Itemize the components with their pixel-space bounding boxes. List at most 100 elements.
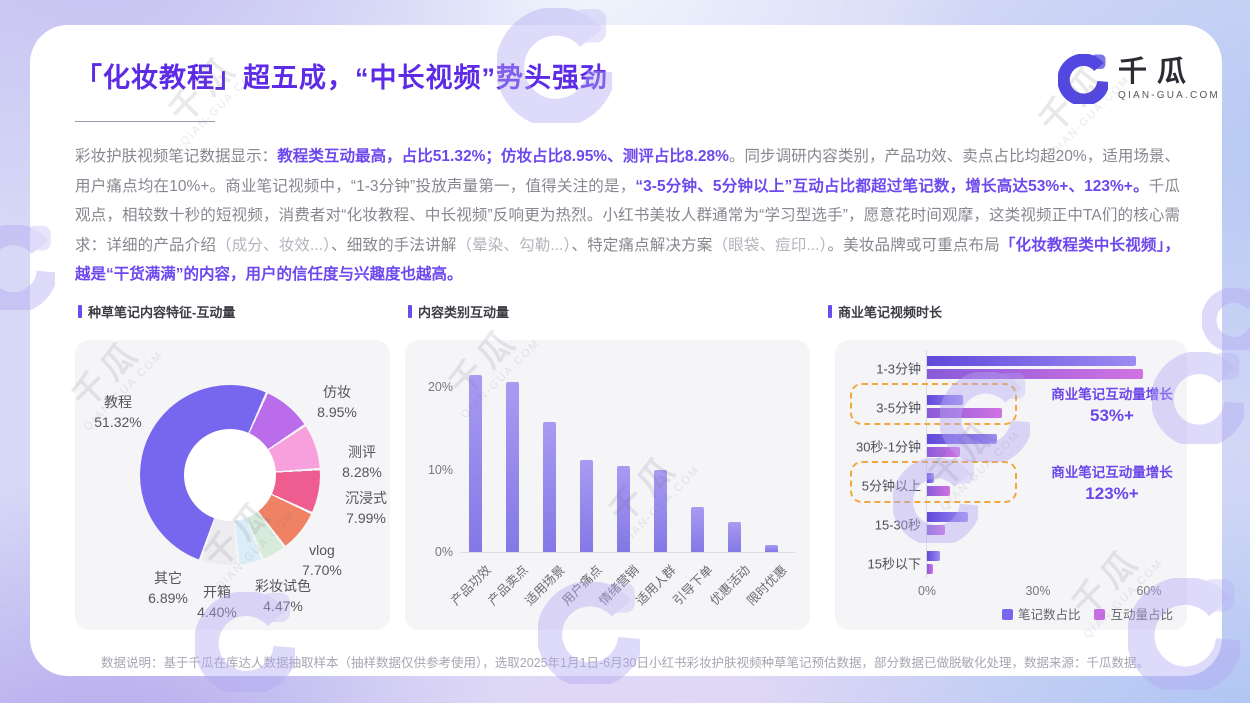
slice-name: 其它 — [153, 570, 182, 586]
engagement-share-bar — [927, 369, 1144, 379]
row-bars — [927, 434, 998, 457]
qiangua-logo-icon — [1058, 54, 1108, 104]
row-label: 30秒-1分钟 — [855, 439, 921, 454]
paragraph-segment: （成分、妆效...） — [216, 236, 332, 254]
paragraph-segment: 教程类互动最高，占比51.32%；仿妆占比8.95%、测评占比8.28% — [277, 148, 729, 165]
engagement-share-bar — [927, 525, 945, 535]
row-label: 3-5分钟 — [876, 400, 921, 415]
chart-legend: 笔记数占比 互动量占比 — [1001, 604, 1173, 623]
bar — [505, 382, 519, 552]
donut-chart-card: 仿妆 8.95% 测评 8.28% 沉浸式 7.99% vlog 7.70% 彩妆试色 4.47%… — [75, 340, 390, 630]
bar — [616, 466, 630, 552]
section-label: 商业笔记视频时长 — [838, 305, 943, 320]
data-disclaimer: 数据说明：基于千瓜在库达人数据抽取样本（抽样数据仅供参考使用），选取2025年1… — [101, 656, 1149, 670]
section-header-duration: 商业笔记视频时长 — [828, 302, 942, 321]
paragraph-segment: 。美妆品牌或可重点布局 — [827, 236, 1000, 254]
notes-share-bar — [927, 434, 998, 444]
paragraph-segment: 、细致的手法讲解 — [331, 236, 457, 254]
y-axis-tick: 10% — [427, 462, 453, 477]
notes-share-bar — [927, 356, 1137, 366]
engagement-share-bar — [927, 564, 933, 574]
slice-name: 彩妆试色 — [255, 578, 311, 594]
duration-row: 1-3分钟 — [835, 348, 1187, 387]
duration-row: 15-30秒 — [835, 504, 1187, 543]
section-header-donut: 种草笔记内容特征-互动量 — [78, 302, 235, 321]
donut-slice-label: 开箱 4.40% — [197, 582, 237, 622]
donut-slice-label: 仿妆 8.95% — [317, 382, 357, 422]
x-axis-tick: 30% — [1025, 584, 1051, 598]
legend-label: 笔记数占比 — [1017, 608, 1081, 622]
bar — [468, 374, 482, 552]
row-bars — [927, 356, 1144, 379]
paragraph-segment: 千瓜观点，相较数十秒的短视频，消费者对“化妆教程、中长视频”反响更为热烈。小红书… — [75, 177, 1180, 254]
donut-slice-label: vlog 7.70% — [302, 540, 342, 580]
donut-slice-label: 测评 8.28% — [342, 442, 382, 482]
row-label: 15-30秒 — [874, 517, 921, 532]
highlight-dashed-box — [850, 383, 1017, 425]
slice-value: 6.89% — [148, 590, 188, 606]
legend-item: 笔记数占比 — [1001, 604, 1081, 623]
duration-row: 30秒-1分钟 — [835, 426, 1187, 465]
row-label: 1-3分钟 — [876, 361, 921, 376]
paragraph-segment: 、特定痛点解决方案 — [571, 236, 713, 254]
highlight-dashed-box — [850, 461, 1017, 503]
title-underline — [75, 121, 215, 122]
slice-name: vlog — [309, 542, 335, 558]
row-bars — [927, 512, 969, 535]
slice-name: 仿妆 — [322, 384, 351, 400]
bar — [653, 469, 667, 552]
bar — [579, 459, 593, 552]
slice-name: 教程 — [103, 394, 132, 410]
donut-slice-label: 沉浸式 7.99% — [345, 488, 387, 528]
slice-name: 测评 — [347, 444, 376, 460]
legend-swatch-icon — [1094, 609, 1106, 620]
engagement-share-bar — [927, 447, 961, 457]
brand-logo: 千瓜 QIAN-GUA.COM — [1058, 54, 1220, 104]
paragraph-segment: 「化妆教程类中长视频」，越是“干货满满”的内容，用户的信任度与兴趣度也越高。 — [75, 236, 1180, 284]
duration-row: 15秒以下 — [835, 543, 1187, 582]
page-title: 「化妆教程」超五成，“中长视频”势头强劲 — [75, 63, 608, 93]
paragraph-segment: 彩妆护肤视频笔记数据显示： — [75, 148, 278, 165]
donut-slice-label: 彩妆试色 4.47% — [255, 576, 311, 616]
row-label: 15秒以下 — [867, 556, 921, 571]
growth-annotation-value: 53%+ — [1090, 406, 1134, 425]
legend-swatch-icon — [1001, 609, 1013, 620]
paragraph-segment: （眼袋、痘印...） — [712, 236, 828, 254]
y-axis-tick: 20% — [427, 380, 453, 394]
brand-name: 千瓜 — [1118, 56, 1197, 88]
slice-name: 开箱 — [202, 584, 231, 600]
donut-hole — [184, 429, 276, 521]
donut-slice-label: 教程 51.32% — [94, 392, 141, 432]
paragraph-segment: （晕染、勾勒...） — [456, 236, 572, 254]
slice-value: 7.70% — [302, 562, 342, 578]
growth-annotation-text: 商业笔记互动量增长 — [1051, 387, 1173, 402]
growth-annotation: 商业笔记互动量增长 53%+ — [1027, 385, 1197, 428]
growth-annotation: 商业笔记互动量增长 123%+ — [1027, 463, 1197, 506]
bar — [727, 522, 741, 552]
x-axis-tick: 60% — [1136, 584, 1162, 598]
paragraph-segment: “3-5分钟、5分钟以上”互动占比都超过笔记数，增长高达53%+、123%+。 — [635, 177, 1149, 195]
growth-annotation-text: 商业笔记互动量增长 — [1051, 465, 1173, 480]
slice-name: 沉浸式 — [345, 490, 387, 506]
slice-value: 4.47% — [263, 598, 303, 614]
slice-value: 51.32% — [94, 414, 142, 430]
section-header-category: 内容类别互动量 — [408, 302, 509, 321]
slice-value: 4.40% — [197, 604, 237, 620]
legend-item: 互动量占比 — [1094, 604, 1173, 623]
slice-value: 8.28% — [342, 464, 382, 480]
slice-value: 8.95% — [317, 404, 357, 420]
slice-value: 7.99% — [346, 510, 386, 526]
legend-label: 互动量占比 — [1110, 608, 1173, 622]
x-axis-tick: 0% — [917, 584, 937, 598]
section-marker-icon — [828, 305, 832, 318]
paragraph-segment: 。同步调研内容类别，产品功效、卖点占比均超20%，适用场景、用户痛点均在10%+… — [75, 148, 1180, 195]
summary-paragraph: 彩妆护肤视频笔记数据显示：教程类互动最高，占比51.32%；仿妆占比8.95%、… — [75, 142, 1180, 290]
section-label: 种草笔记内容特征-互动量 — [88, 305, 236, 320]
bar — [542, 421, 556, 552]
bar — [690, 507, 704, 552]
row-bars — [927, 551, 940, 574]
bar — [764, 545, 778, 552]
section-label: 内容类别互动量 — [418, 305, 510, 320]
section-marker-icon — [78, 305, 82, 318]
notes-share-bar — [927, 512, 969, 522]
